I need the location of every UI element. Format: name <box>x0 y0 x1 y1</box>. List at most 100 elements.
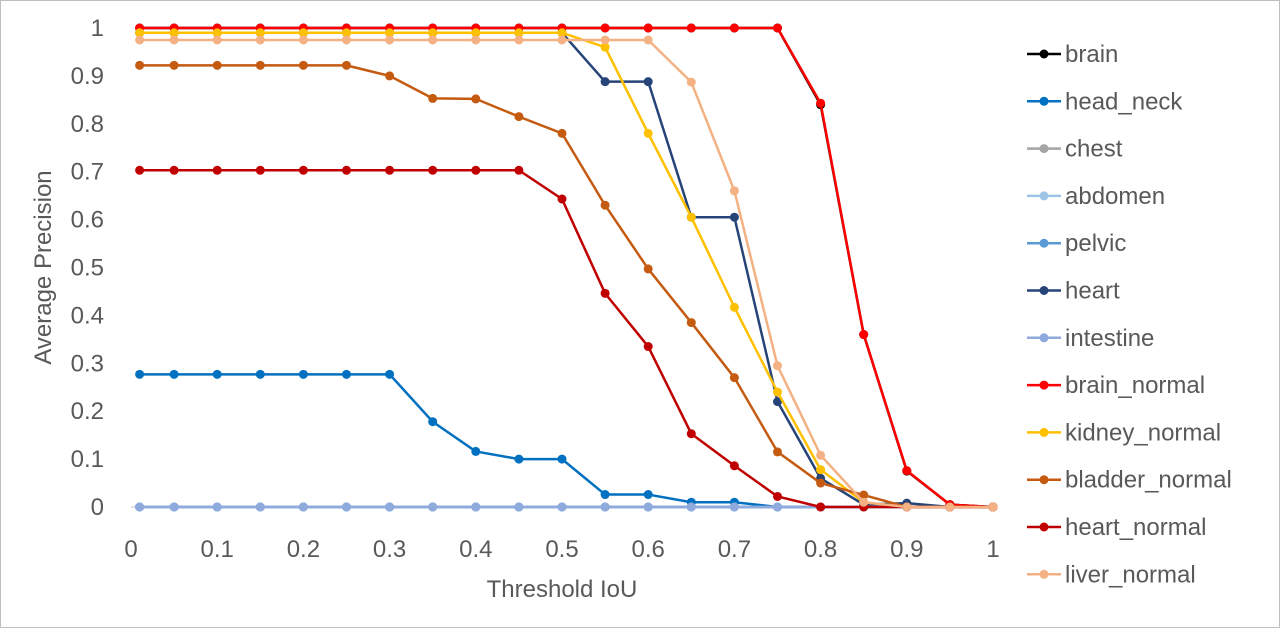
data-point <box>773 447 782 457</box>
x-axis-ticks: 0 0.1 0.2 0.3 0.4 0.5 0.6 0.7 0.8 0.9 1 <box>124 536 999 563</box>
data-point <box>600 42 610 52</box>
data-point <box>212 60 222 70</box>
y-tick-label: 0.7 <box>71 159 104 186</box>
data-point <box>298 165 308 175</box>
data-point <box>557 194 567 204</box>
data-point <box>471 502 481 512</box>
data-point <box>471 35 481 45</box>
data-point <box>773 397 782 407</box>
legend-swatch-marker <box>1039 522 1049 532</box>
data-point <box>859 490 869 500</box>
y-tick-label: 0.1 <box>71 446 104 473</box>
data-point <box>135 60 145 70</box>
data-point <box>945 502 955 512</box>
data-point <box>255 35 265 45</box>
data-point <box>816 98 826 108</box>
data-point <box>729 186 739 196</box>
legend-swatch-marker <box>1039 49 1049 59</box>
data-point <box>859 497 869 507</box>
y-tick-label: 0.9 <box>71 63 104 90</box>
data-point <box>816 450 826 460</box>
data-point <box>600 77 610 87</box>
legend-swatch-marker <box>1039 191 1049 201</box>
data-point <box>342 28 351 38</box>
data-point <box>212 502 222 512</box>
data-point <box>298 369 308 379</box>
legend-label: brain_normal <box>1065 372 1205 399</box>
data-point <box>557 128 567 138</box>
series-line <box>139 26 994 509</box>
data-point <box>255 165 265 175</box>
data-point <box>169 165 179 175</box>
data-point <box>255 60 265 70</box>
data-point <box>135 35 145 45</box>
data-point <box>686 502 696 512</box>
x-axis-title: Threshold IoU <box>487 576 638 603</box>
legend-label: brain <box>1065 41 1118 68</box>
legend-label: head_neck <box>1065 88 1183 115</box>
legend-label: liver_normal <box>1065 561 1196 588</box>
data-point <box>729 502 739 512</box>
data-point <box>428 165 438 175</box>
x-tick-label: 0.6 <box>632 536 665 563</box>
legend-item-brain-normal: brain_normal <box>1027 372 1205 399</box>
data-point <box>902 466 912 476</box>
x-tick-label: 0.7 <box>718 536 751 563</box>
series-line <box>139 31 993 509</box>
y-axis-ticks: 0 0.1 0.2 0.3 0.4 0.5 0.6 0.7 0.8 0.9 1 <box>71 15 104 521</box>
data-point <box>557 502 567 512</box>
legend-label: bladder_normal <box>1065 467 1232 494</box>
data-point <box>212 28 222 38</box>
x-tick-label: 0.9 <box>890 536 923 563</box>
data-point <box>557 35 567 45</box>
legend-item-pelvic: pelvic <box>1027 230 1126 257</box>
y-tick-label: 0.8 <box>71 111 104 138</box>
data-point <box>773 361 782 371</box>
series-line <box>139 64 993 509</box>
data-point <box>428 28 438 38</box>
data-point <box>135 28 145 38</box>
data-point <box>298 60 308 70</box>
x-tick-label: 0.5 <box>545 536 578 563</box>
legend-item-abdomen: abdomen <box>1027 183 1165 210</box>
data-point <box>255 369 265 379</box>
series-layer <box>135 23 998 512</box>
y-axis-title: Average Precision <box>30 170 57 364</box>
y-tick-label: 0.6 <box>71 207 104 234</box>
data-point <box>385 502 395 512</box>
x-tick-label: 0 <box>124 536 137 563</box>
data-point <box>643 502 653 512</box>
data-point <box>471 94 481 104</box>
data-point <box>428 93 438 103</box>
data-point <box>428 417 438 427</box>
x-tick-label: 1 <box>986 536 999 563</box>
data-point <box>686 77 696 87</box>
data-point <box>902 502 912 512</box>
data-point <box>298 28 308 38</box>
series-head-neck <box>135 369 998 512</box>
data-point <box>729 302 739 312</box>
legend-swatch-marker <box>1039 96 1049 106</box>
legend-label: kidney_normal <box>1065 419 1221 446</box>
data-point <box>859 330 869 340</box>
data-point <box>342 60 351 70</box>
legend-item-heart-normal: heart_normal <box>1027 514 1206 541</box>
data-point <box>342 35 351 45</box>
data-point <box>212 165 222 175</box>
legend-item-kidney-normal: kidney_normal <box>1027 419 1221 446</box>
data-point <box>514 112 524 122</box>
y-tick-label: 0.2 <box>71 398 104 425</box>
x-tick-label: 0.2 <box>287 536 320 563</box>
x-tick-label: 0.3 <box>373 536 406 563</box>
legend-label: abdomen <box>1065 183 1165 210</box>
data-point <box>988 502 998 512</box>
data-point <box>729 212 739 222</box>
legend-label: pelvic <box>1065 230 1126 257</box>
data-point <box>298 502 308 512</box>
data-point <box>385 35 395 45</box>
data-point <box>169 28 179 38</box>
legend-item-bladder-normal: bladder_normal <box>1027 467 1232 494</box>
series-kidney-normal <box>135 28 998 512</box>
